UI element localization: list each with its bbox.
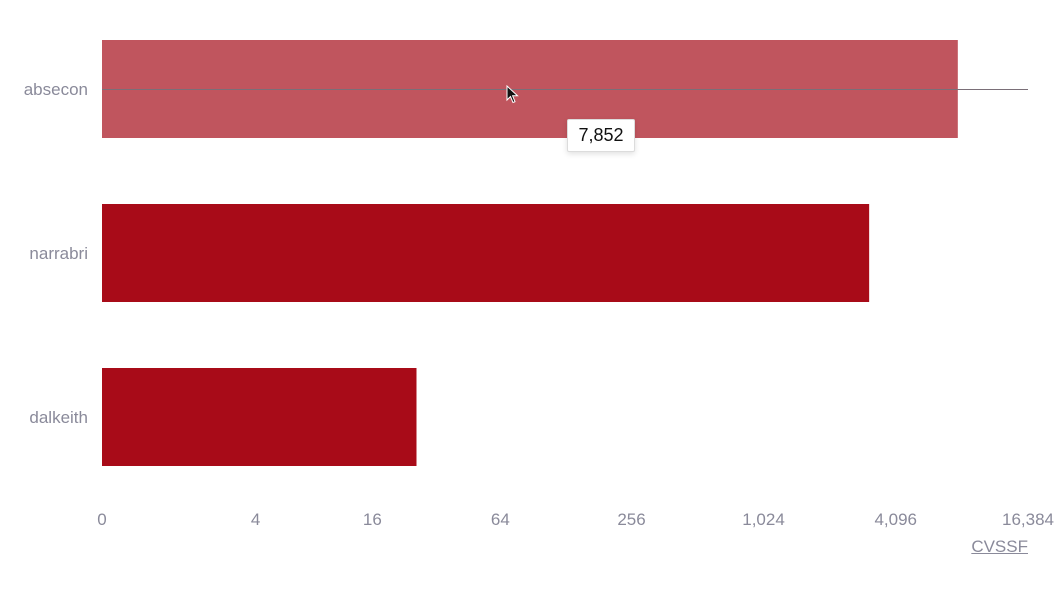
category-label-narrabri: narrabri (29, 244, 88, 263)
value-tooltip: 7,852 (567, 119, 635, 152)
x-axis-unit-label[interactable]: CVSSF (971, 537, 1028, 556)
x-tick-label: 256 (617, 510, 645, 529)
x-tick-label: 64 (491, 510, 510, 529)
tooltip-value: 7,852 (578, 125, 624, 145)
category-label-absecon: absecon (24, 80, 88, 99)
bars (102, 40, 958, 466)
x-tick-label: 1,024 (742, 510, 785, 529)
bar-dalkeith[interactable] (102, 368, 417, 466)
x-axis-ticks: 0 4 16 64 256 1,024 4,096 16,384 (97, 510, 1054, 529)
category-label-dalkeith: dalkeith (29, 408, 88, 427)
category-labels: absecon narrabri dalkeith (24, 80, 88, 427)
x-tick-label: 4 (251, 510, 260, 529)
x-tick-label: 16,384 (1002, 510, 1054, 529)
x-tick-label: 16 (363, 510, 382, 529)
x-tick-label: 4,096 (874, 510, 917, 529)
bar-narrabri[interactable] (102, 204, 870, 302)
mouse-cursor-icon (506, 85, 519, 104)
x-tick-label: 0 (97, 510, 106, 529)
